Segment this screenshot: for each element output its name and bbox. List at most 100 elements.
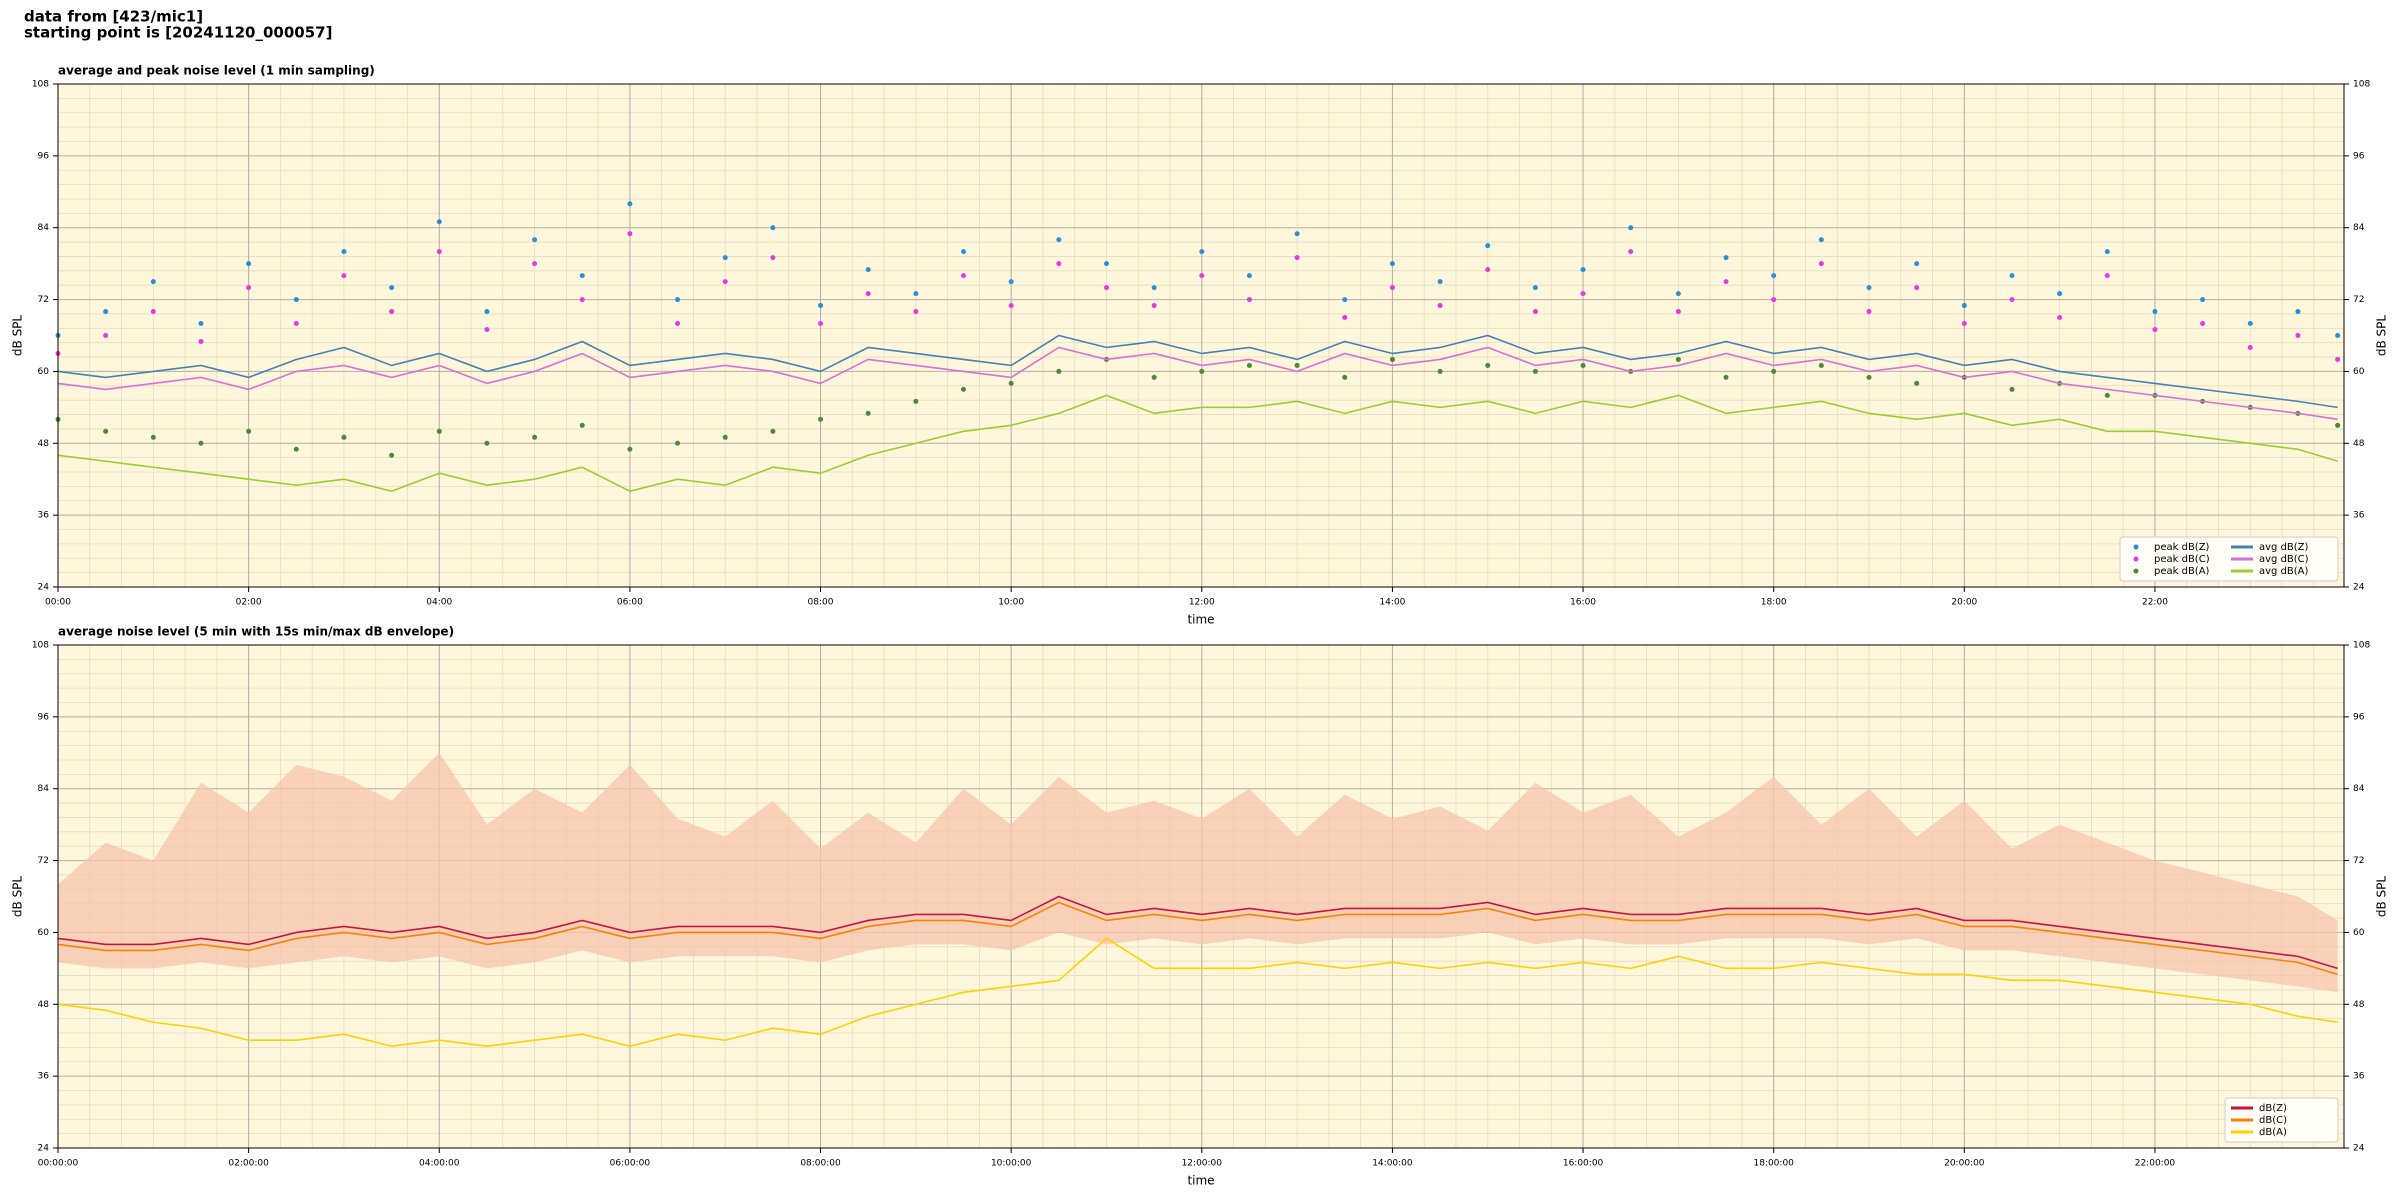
x-tick-label: 14:00:00: [1372, 1159, 1413, 1169]
peak-point: [818, 321, 824, 327]
x-axis-label: time: [1187, 1174, 1214, 1188]
x-tick-label: 02:00: [236, 598, 262, 608]
peak-point: [341, 434, 347, 440]
legend-box: [2119, 536, 2339, 582]
x-tick-label: 20:00: [1951, 598, 1977, 608]
peak-point: [1914, 380, 1920, 386]
y-tick-label: 24: [2353, 583, 2365, 593]
series-line: [57, 937, 2338, 1048]
x-tick-label: 08:00: [808, 598, 834, 608]
peak-point: [1008, 303, 1014, 309]
x-tick-label: 08:00:00: [800, 1159, 841, 1169]
peak-point: [865, 291, 871, 297]
peak-point: [1675, 309, 1681, 315]
peak-point: [1914, 261, 1920, 267]
peak-point: [627, 231, 633, 237]
x-tick-label: 02:00:00: [228, 1159, 269, 1169]
peak-point: [246, 261, 252, 267]
peak-point: [961, 273, 967, 279]
x-tick-label: 10:00: [998, 598, 1024, 608]
y-tick-label: 60: [2353, 928, 2365, 938]
peak-point: [913, 398, 919, 404]
x-tick-label: 00:00:00: [38, 1159, 79, 1169]
y-tick-label: 24: [38, 1144, 50, 1154]
peak-point: [579, 297, 585, 303]
y-tick-label: 48: [2353, 1000, 2365, 1010]
y-tick-label: 108: [32, 80, 49, 90]
peak-point: [1437, 303, 1443, 309]
peak-point: [198, 321, 204, 327]
peak-point: [150, 279, 156, 285]
series-line: [57, 346, 2338, 421]
series-line: [57, 394, 2338, 493]
x-tick-label: 18:00: [1761, 598, 1787, 608]
y-tick-label: 96: [38, 712, 50, 722]
peak-point: [1723, 255, 1729, 261]
peak-point: [198, 338, 204, 344]
peak-point: [1437, 279, 1443, 285]
peak-point: [2295, 309, 2301, 315]
y-tick-label: 84: [38, 223, 50, 233]
peak-point: [1389, 261, 1395, 267]
panel-title: average noise level (5 min with 15s min/…: [58, 625, 454, 639]
peak-point: [1771, 297, 1777, 303]
peak-point: [1008, 279, 1014, 285]
peak-point: [1675, 291, 1681, 297]
peak-point: [293, 321, 299, 327]
y-tick-label: 24: [2353, 1144, 2365, 1154]
peak-point: [1056, 368, 1062, 374]
peak-point: [2335, 333, 2341, 338]
peak-point: [532, 434, 538, 440]
peak-point: [103, 309, 109, 315]
legend-label: peak dB(Z): [2154, 542, 2210, 553]
legend-label: avg dB(C): [2259, 554, 2309, 565]
y-tick-label: 72: [38, 856, 49, 866]
peak-point: [1008, 380, 1014, 386]
peak-point: [2247, 321, 2253, 327]
x-tick-label: 04:00: [426, 598, 452, 608]
legend-marker: [2133, 556, 2139, 562]
peak-point: [627, 201, 633, 207]
peak-point: [1818, 237, 1824, 243]
peak-point: [436, 219, 442, 225]
peak-point: [1056, 237, 1062, 243]
y-tick-label: 84: [2353, 784, 2365, 794]
peak-point: [675, 297, 681, 303]
peak-point: [2200, 297, 2206, 303]
peak-point: [341, 249, 347, 255]
peak-point: [770, 255, 776, 261]
y-tick-label: 36: [2353, 1072, 2365, 1082]
peak-point: [1580, 267, 1586, 273]
plot-frame: [57, 644, 2345, 1149]
peak-point: [1866, 374, 1872, 380]
peak-point: [2009, 297, 2015, 303]
peak-point: [2104, 249, 2110, 255]
panel-title: average and peak noise level (1 min samp…: [58, 64, 375, 78]
peak-point: [1437, 368, 1443, 374]
peak-point: [484, 440, 490, 446]
header-line: starting point is [20241120_000057]: [24, 24, 332, 42]
peak-point: [1389, 285, 1395, 291]
peak-point: [1818, 362, 1824, 368]
peak-point: [770, 225, 776, 231]
peak-point: [1246, 362, 1252, 368]
peak-point: [770, 428, 776, 434]
peak-point: [1246, 297, 1252, 303]
y-tick-label: 48: [38, 439, 50, 449]
peak-point: [675, 440, 681, 446]
peak-point: [2057, 291, 2063, 297]
peak-point: [1342, 374, 1348, 380]
peak-point: [246, 428, 252, 434]
peak-point: [2104, 273, 2110, 279]
peak-point: [1771, 368, 1777, 374]
legend-label: dB(Z): [2259, 1103, 2287, 1114]
legend-label: avg dB(A): [2259, 566, 2309, 577]
legend-box: [2224, 1097, 2339, 1143]
peak-point: [389, 452, 395, 458]
peak-point: [1199, 273, 1205, 279]
y-tick-label: 96: [38, 151, 50, 161]
peak-point: [532, 237, 538, 243]
y-tick-label: 60: [2353, 367, 2365, 377]
peak-point: [2152, 327, 2158, 333]
